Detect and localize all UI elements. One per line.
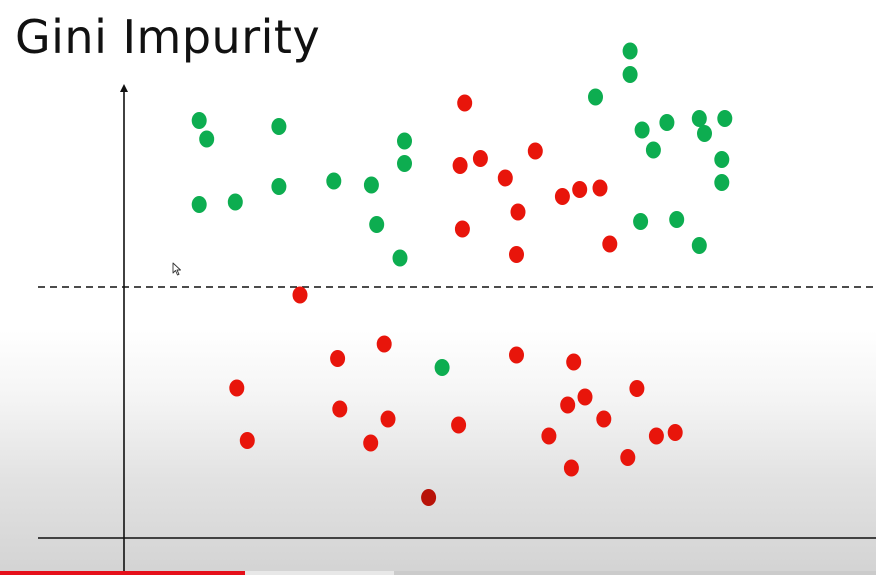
data-point (620, 449, 636, 466)
data-point (326, 172, 342, 190)
data-point (421, 489, 437, 506)
data-point (577, 388, 593, 406)
data-point (380, 410, 396, 428)
data-point (602, 235, 618, 253)
data-point (376, 335, 392, 353)
data-point (667, 424, 683, 441)
data-point (239, 432, 255, 449)
data-point (691, 237, 707, 254)
data-point (629, 380, 645, 397)
y-axis-arrow-icon (120, 84, 128, 92)
data-point (566, 353, 582, 371)
data-point (622, 42, 638, 60)
data-point (714, 174, 730, 191)
data-point (330, 350, 346, 367)
data-point (434, 359, 450, 376)
data-point (497, 169, 513, 187)
data-point (622, 66, 638, 83)
data-point (199, 130, 215, 148)
data-point (271, 178, 287, 195)
data-point (633, 213, 649, 230)
data-point (191, 112, 207, 129)
data-point (560, 396, 576, 414)
data-point (554, 188, 570, 205)
data-point (527, 142, 543, 160)
data-point (645, 141, 661, 159)
data-point (659, 114, 675, 131)
data-point (634, 121, 650, 139)
data-point (457, 94, 473, 112)
slide-title: Gini Impurity (15, 10, 321, 64)
data-point (588, 88, 603, 106)
data-point (541, 427, 557, 445)
video-progress-bar[interactable] (0, 571, 876, 575)
data-point (596, 410, 612, 428)
data-point (509, 246, 524, 263)
data-point (714, 151, 730, 168)
data-point (472, 150, 488, 167)
data-point (452, 157, 468, 174)
data-point (227, 193, 243, 211)
data-point (363, 176, 379, 194)
data-point (397, 132, 412, 150)
data-point (510, 203, 526, 221)
data-point (191, 196, 207, 213)
data-point (592, 179, 608, 197)
data-point (271, 118, 287, 135)
data-point (572, 181, 588, 198)
data-point (509, 346, 524, 364)
data-point (691, 110, 707, 127)
data-point (229, 379, 245, 397)
mouse-pointer-icon (172, 262, 181, 276)
data-point (697, 125, 712, 142)
data-points (191, 42, 733, 506)
data-point (451, 416, 467, 434)
data-point (454, 220, 470, 238)
data-point (332, 400, 348, 418)
data-point (392, 249, 408, 267)
data-point (563, 459, 579, 477)
data-point (717, 110, 733, 127)
video-played-bar (0, 571, 246, 575)
data-point (292, 286, 308, 304)
data-point (669, 211, 685, 228)
data-point (369, 216, 385, 233)
data-point (648, 427, 664, 445)
data-point (363, 434, 379, 452)
data-point (397, 155, 412, 172)
